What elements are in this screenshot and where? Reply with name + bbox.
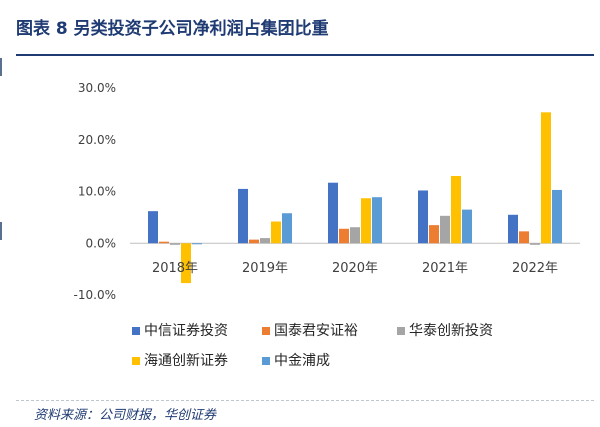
source-note: 资料来源：公司财报，华创证券 <box>34 408 217 423</box>
bar-groups <box>148 112 562 284</box>
legend-label: 国泰君安证裕 <box>274 323 358 339</box>
bar-2 <box>429 225 439 244</box>
legend-label: 海通创新证券 <box>144 353 228 369</box>
bar-5 <box>282 213 292 244</box>
bar-2 <box>519 231 529 244</box>
bar-5 <box>372 197 382 244</box>
bar-1 <box>238 188 248 244</box>
bar-2 <box>339 228 349 244</box>
x-tick-label: 2021年 <box>422 261 468 276</box>
source-divider <box>16 400 594 402</box>
legend-label: 中信证券投资 <box>144 323 228 339</box>
y-tick-label: 20.0% <box>78 133 116 147</box>
bar-4 <box>361 198 371 244</box>
x-tick-label: 2020年 <box>332 261 378 276</box>
edge-marker <box>0 222 2 240</box>
y-tick-label: 0.0% <box>86 236 117 250</box>
x-axis: 2018年 2019年 2020年 2021年 2022年 <box>152 261 558 276</box>
bar-4 <box>181 243 191 284</box>
legend-swatch <box>132 327 140 335</box>
y-tick-label: 30.0% <box>78 81 116 95</box>
legend-label: 中金浦成 <box>274 353 330 369</box>
bar-4 <box>271 221 281 244</box>
bar-3 <box>440 215 450 244</box>
y-tick-label: -10.0% <box>74 288 116 302</box>
x-tick-label: 2022年 <box>512 261 558 276</box>
legend-swatch <box>132 357 140 365</box>
edge-marker <box>0 58 2 76</box>
legend-swatch <box>397 327 405 335</box>
bar-5 <box>552 189 562 244</box>
x-tick-label: 2018年 <box>152 261 198 276</box>
x-tick-label: 2019年 <box>242 261 288 276</box>
legend-swatch <box>262 327 270 335</box>
bar-1 <box>148 211 158 244</box>
y-tick-label: 10.0% <box>78 185 116 199</box>
title-divider <box>16 54 594 56</box>
legend-swatch <box>262 357 270 365</box>
bar-2 <box>249 239 259 244</box>
y-axis: -10.0% 0.0% 10.0% 20.0% 30.0% <box>74 81 580 302</box>
bar-3 <box>350 227 360 244</box>
bar-1 <box>328 182 338 244</box>
legend-label: 华泰创新投资 <box>409 323 493 339</box>
bar-3 <box>530 243 540 245</box>
bar-2 <box>159 241 169 244</box>
bar-3 <box>170 243 180 245</box>
bar-4 <box>541 112 551 244</box>
bar-5 <box>462 209 472 244</box>
bar-1 <box>508 214 518 244</box>
bar-3 <box>260 238 270 244</box>
chart-title: 图表 8 另类投资子公司净利润占集团比重 <box>16 19 329 39</box>
bar-chart: -10.0% 0.0% 10.0% 20.0% 30.0% 2018年 2019年 2020… <box>74 81 580 369</box>
bar-1 <box>418 190 428 244</box>
bar-5 <box>192 243 202 245</box>
bar-4 <box>451 175 461 244</box>
